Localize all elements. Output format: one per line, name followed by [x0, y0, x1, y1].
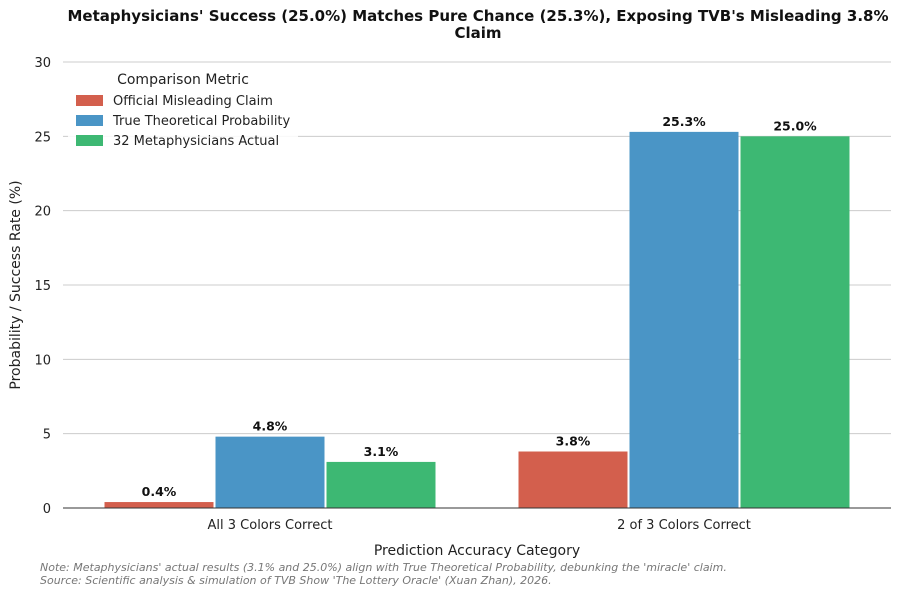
y-tick-label: 5 — [43, 428, 51, 443]
y-tick-labels: 0 5 10 15 20 25 30 — [34, 56, 51, 517]
bar — [215, 436, 325, 508]
bar — [740, 136, 850, 509]
bar-value-label: 3.1% — [364, 444, 399, 459]
y-tick-label: 10 — [34, 353, 51, 368]
bar-value-label: 3.8% — [556, 434, 591, 449]
footnote-line-1: Note: Metaphysicians' actual results (3.… — [40, 561, 727, 574]
bar-value-label: 4.8% — [253, 419, 288, 434]
footnote-line-2: Source: Scientific analysis & simulation… — [40, 574, 552, 587]
x-axis-label: Prediction Accuracy Category — [374, 543, 580, 559]
bar-value-label: 25.0% — [773, 118, 817, 133]
x-tick-label: 2 of 3 Colors Correct — [617, 518, 751, 533]
legend-items: Official Misleading Claim True Theoretica… — [76, 94, 291, 149]
bar — [104, 502, 214, 508]
y-tick-label: 20 — [34, 205, 51, 220]
bar-value-label: 25.3% — [662, 114, 706, 129]
x-tick-labels: All 3 Colors Correct 2 of 3 Colors Correc… — [208, 518, 751, 533]
y-tick-label: 30 — [34, 56, 51, 71]
legend-swatch — [76, 95, 103, 106]
legend-entry: True Theoretical Probability — [112, 114, 291, 129]
bar — [629, 131, 739, 508]
y-tick-label: 15 — [34, 279, 51, 294]
y-axis-label: Probability / Success Rate (%) — [8, 180, 24, 389]
x-tick-label: All 3 Colors Correct — [208, 518, 333, 533]
chart-title-line-1: Metaphysicians' Success (25.0%) Matches … — [68, 7, 889, 25]
bars — [104, 131, 850, 509]
bar-labels: 0.4% 4.8% 3.1% 3.8% 25.3% 25.0% — [142, 114, 817, 499]
legend-entry: Official Misleading Claim — [113, 94, 273, 109]
legend: Comparison Metric Official Misleading Cl… — [68, 66, 298, 155]
legend-entry: 32 Metaphysicians Actual — [113, 134, 279, 149]
legend-title: Comparison Metric — [117, 72, 249, 88]
chart-title-line-2: Claim — [454, 24, 501, 42]
y-tick-label: 25 — [34, 130, 51, 145]
bar — [518, 451, 628, 508]
legend-swatch — [76, 115, 103, 126]
legend-background — [68, 66, 298, 155]
bar — [326, 461, 436, 508]
bar-value-label: 0.4% — [142, 484, 177, 499]
y-tick-label: 0 — [43, 502, 51, 517]
legend-swatch — [76, 135, 103, 146]
